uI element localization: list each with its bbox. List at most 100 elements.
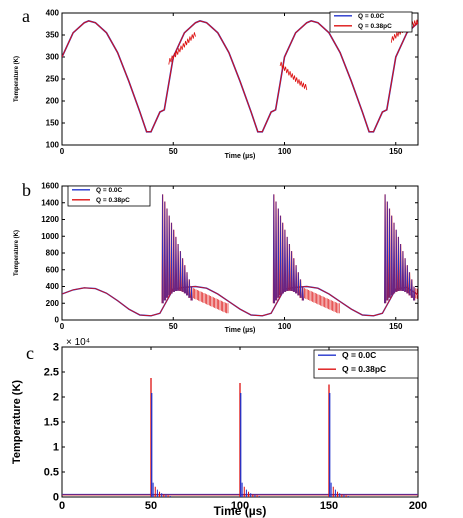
spike-q0	[164, 201, 166, 301]
x-tick-label: 150	[389, 147, 403, 156]
x-tick-label: 100	[231, 500, 249, 512]
spike-q0	[302, 286, 304, 301]
x-tick-label: 50	[145, 500, 157, 512]
spike-q0	[384, 194, 386, 304]
y-tick-label: 150	[46, 119, 60, 128]
series-ripple-q038	[168, 32, 196, 65]
series-line-q038	[62, 286, 418, 317]
series-ripple-q038	[279, 61, 308, 91]
y-tick-label: 250	[46, 75, 60, 84]
spike-q0	[395, 229, 398, 292]
x-tick-label: 0	[60, 147, 65, 156]
series-line-q0	[62, 20, 418, 133]
spike-q0	[386, 201, 389, 301]
spike-q0	[175, 236, 177, 292]
series-line-q038	[62, 20, 418, 133]
chart-panel-a: a 0 50 100 150 100 150 200 250 300 350 400 Time (µs)…	[14, 6, 419, 160]
spike-q0	[404, 258, 407, 292]
spike-q0	[173, 229, 175, 292]
y-tick-label: 2.5	[44, 367, 59, 379]
spike-q0	[282, 222, 284, 294]
spike-q0	[399, 243, 402, 291]
spike-q0	[286, 236, 289, 292]
spike-q0	[177, 243, 180, 291]
legend: Q = 0.0C Q = 0.38pC	[329, 11, 413, 33]
y-axis-label: Temperature (K)	[14, 56, 20, 102]
spike-q0	[188, 279, 191, 298]
x-tick-label: 150	[389, 322, 403, 331]
y-tick-label: 1400	[41, 198, 59, 207]
spike-q0	[275, 201, 277, 301]
legend-label: Q = 0.38pC	[96, 197, 130, 204]
x-tick-label: 100	[278, 322, 292, 331]
spike-q0	[184, 265, 186, 294]
spike-q0	[299, 279, 302, 298]
y-tick-label: 1200	[41, 215, 59, 224]
x-tick-label: 100	[278, 147, 292, 156]
y-tick-label: 0	[55, 316, 60, 325]
spike-q0	[284, 229, 286, 292]
x-tick-label: 200	[409, 500, 427, 512]
y-tick-label: 0	[53, 492, 59, 504]
chart-panel-b: b 0 50 100 150 0 200 400 600 800 1000 1200 1400 1600 T…	[14, 180, 419, 334]
spike-q0	[161, 194, 164, 304]
spike-q0	[277, 208, 280, 298]
legend-label: Q = 0.0C	[96, 187, 122, 194]
legend: Q = 0.0C Q = 0.38pC	[313, 349, 419, 379]
y-tick-label: 800	[46, 249, 60, 258]
y-axis-label: Temperature (K)	[11, 380, 23, 464]
y-tick-label: 1000	[41, 232, 59, 241]
plot-area	[62, 19, 418, 133]
legend: Q = 0.0C Q = 0.38pC	[67, 185, 151, 207]
plot-area	[62, 378, 418, 497]
y-multiplier: × 10⁴	[66, 337, 90, 348]
x-tick-label: 0	[60, 322, 65, 331]
y-axis-label: Temperature (K)	[14, 230, 20, 276]
spike-q0	[288, 243, 291, 291]
y-tick-label: 1	[53, 442, 59, 454]
y-tick-label: 100	[46, 141, 60, 150]
y-tick-label: 300	[46, 53, 60, 62]
panel-letter: b	[22, 180, 31, 200]
spike-q0	[393, 222, 395, 294]
spike-q0	[290, 251, 293, 292]
spike-q0	[411, 279, 413, 298]
spike-q0	[170, 222, 173, 294]
series-line-q0	[62, 285, 418, 317]
plot-area	[62, 194, 418, 317]
spike-q0	[391, 215, 393, 296]
x-tick-label: 50	[169, 147, 178, 156]
x-tick-label: 0	[59, 500, 65, 512]
spike-q0	[293, 258, 295, 292]
y-tick-label: 350	[46, 31, 60, 40]
spike-q0	[186, 272, 188, 296]
legend-label: Q = 0.0C	[358, 13, 384, 20]
x-axis-label: Time (µs)	[225, 327, 256, 334]
panel-letter: c	[26, 343, 34, 363]
legend-box	[329, 11, 413, 33]
legend-label: Q = 0.38pC	[358, 23, 392, 30]
spike-q0	[413, 286, 415, 301]
spike-q0	[273, 194, 275, 304]
legend-box	[67, 185, 151, 207]
spike-q0	[402, 251, 404, 292]
y-tick-label: 200	[46, 97, 60, 106]
spike-q0	[166, 208, 168, 298]
spike-q0	[279, 215, 282, 296]
spike-q0	[295, 265, 297, 294]
y-tick-label: 1600	[41, 182, 59, 191]
x-axis-label: Time (µs)	[225, 153, 256, 160]
y-tick-label: 400	[46, 9, 60, 18]
spike-q0	[297, 272, 300, 296]
y-tick-label: 2	[53, 392, 59, 404]
y-tick-label: 400	[46, 282, 60, 291]
spike-q0	[388, 208, 391, 298]
x-tick-label: 150	[320, 500, 338, 512]
spike-q0	[181, 258, 184, 292]
legend-label: Q = 0.0C	[342, 350, 376, 360]
x-tick-label: 50	[169, 322, 178, 331]
spike-q0	[168, 215, 171, 296]
spike-q0	[408, 272, 411, 296]
x-axis-label: Time (µs)	[214, 504, 267, 518]
